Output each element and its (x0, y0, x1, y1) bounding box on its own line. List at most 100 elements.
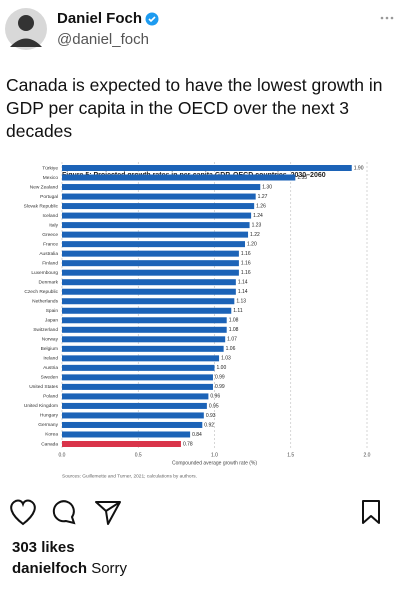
value-label: 1.23 (252, 222, 262, 228)
bar (62, 307, 232, 314)
share-button[interactable] (95, 501, 121, 525)
author-handle[interactable]: @daniel_foch (57, 31, 149, 48)
like-button[interactable] (10, 499, 36, 526)
bar (62, 355, 220, 362)
y-tick-label: Sweden (41, 375, 59, 381)
bar (62, 431, 191, 438)
bar (62, 383, 213, 390)
bar (62, 269, 239, 276)
value-label: 1.16 (241, 270, 251, 276)
y-tick-label: Netherlands (32, 299, 58, 305)
value-label: 0.84 (192, 432, 202, 438)
bar (62, 374, 213, 381)
bar (62, 326, 227, 333)
x-tick-label: 2.0 (364, 452, 371, 458)
y-tick-label: Germany (38, 422, 58, 428)
y-tick-label: United Kingdom (24, 403, 58, 409)
bar (62, 336, 226, 343)
bar (62, 412, 204, 419)
caption-text: Sorry (91, 560, 127, 577)
y-tick-label: Switzerland (33, 327, 58, 333)
value-label: 0.95 (209, 403, 219, 409)
chart-image (0, 155, 405, 495)
value-label: 1.11 (233, 308, 243, 314)
value-label: 0.93 (206, 413, 216, 419)
y-tick-label: Luxembourg (31, 270, 58, 276)
bar (62, 193, 256, 200)
y-tick-label: Türkiye (42, 165, 58, 171)
bar (62, 165, 352, 171)
bar (62, 222, 250, 229)
likes-count[interactable]: 303 likes (12, 539, 75, 556)
y-tick-label: Belgium (41, 346, 58, 352)
bar (62, 402, 207, 409)
value-label: 1.07 (227, 337, 237, 343)
value-label: 1.14 (238, 289, 248, 295)
value-label: 1.06 (226, 346, 236, 352)
y-tick-label: Korea (45, 432, 58, 438)
bar (62, 279, 236, 286)
y-tick-label: Ireland (43, 356, 58, 362)
caption-user[interactable]: danielfoch (12, 560, 87, 577)
bar (62, 250, 239, 257)
value-label: 1.13 (236, 299, 246, 305)
value-label: 1.27 (258, 194, 268, 200)
bar (62, 441, 181, 447)
value-label: 1.30 (262, 184, 272, 190)
y-tick-label: Poland (43, 394, 58, 400)
comment-button[interactable] (52, 500, 76, 525)
y-tick-label: Norway (42, 337, 59, 343)
y-tick-label: Italy (49, 222, 58, 228)
y-tick-label: Finland (42, 260, 58, 266)
y-tick-label: Portugal (40, 194, 58, 200)
bar (62, 345, 224, 352)
y-tick-label: Canada (41, 441, 58, 447)
value-label: 0.99 (215, 384, 225, 390)
value-label: 0.99 (215, 375, 225, 381)
y-tick-label: Greece (42, 232, 58, 238)
bar (62, 260, 239, 267)
avatar-body (10, 38, 42, 47)
y-tick-label: Czech Republic (24, 289, 58, 295)
save-button[interactable] (362, 500, 380, 524)
value-label: 1.24 (253, 213, 263, 219)
post-text: Canada is expected to have the lowest gr… (6, 75, 383, 141)
value-label: 1.26 (256, 203, 266, 209)
value-label: 0.96 (210, 394, 220, 400)
bar (62, 364, 215, 371)
value-label: 0.92 (204, 422, 214, 428)
value-label: 1.00 (217, 365, 227, 371)
bar (62, 174, 296, 181)
x-tick-label: 0.0 (59, 452, 66, 458)
x-tick-label: 0.5 (135, 452, 142, 458)
bar (62, 298, 235, 305)
bar (62, 241, 245, 248)
value-label: 1.08 (229, 327, 239, 333)
y-tick-label: Hungary (40, 413, 59, 419)
y-tick-label: New Zealand (30, 184, 59, 190)
bar (62, 203, 255, 210)
avatar-face (18, 15, 34, 31)
bar (62, 184, 261, 191)
author-name[interactable]: Daniel Foch (57, 10, 142, 27)
y-tick-label: United States (29, 384, 58, 390)
more-menu[interactable] (380, 16, 394, 20)
bar (62, 421, 203, 428)
y-tick-label: Spain (46, 308, 59, 314)
caption: danielfoch Sorry (12, 560, 128, 577)
y-tick-label: Australia (39, 251, 58, 257)
y-tick-label: France (43, 241, 58, 247)
value-label: 1.53 (297, 175, 307, 181)
y-tick-label: Austria (43, 365, 58, 371)
value-label: 1.03 (221, 356, 231, 362)
x-axis-label: Compounded average growth rate (%) (172, 460, 257, 466)
y-tick-label: Slovak Republic (24, 203, 59, 209)
actions (10, 499, 380, 526)
chart-source: Sources: Guillemette and Turner, 2021; c… (62, 473, 197, 479)
y-tick-label: Denmark (39, 279, 59, 285)
bar (62, 231, 249, 238)
value-label: 1.90 (354, 165, 364, 171)
x-tick-label: 1.0 (211, 452, 218, 458)
